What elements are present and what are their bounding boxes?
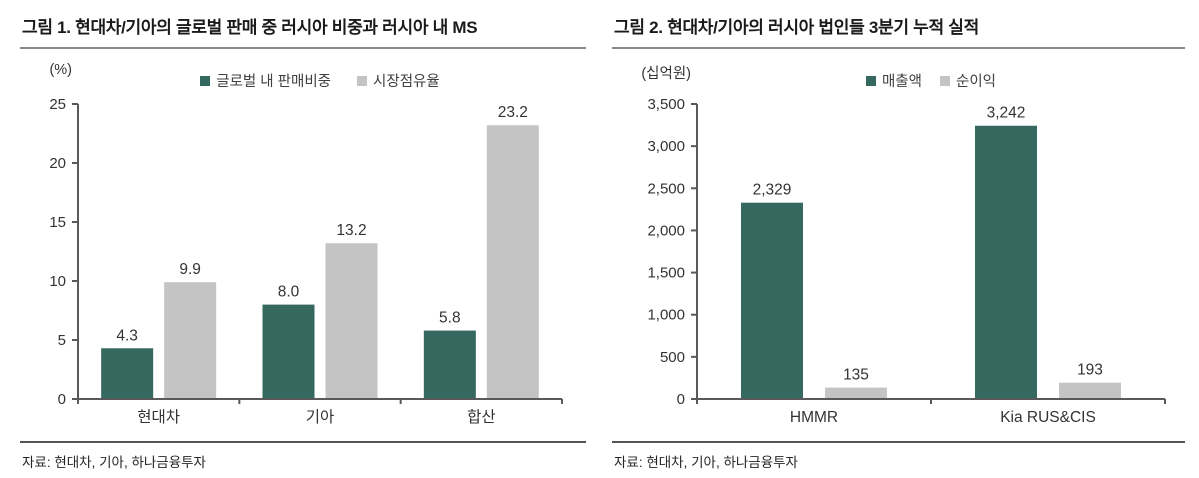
bar-시장점유율-합산 — [486, 125, 539, 400]
legend-item-sales-share: 글로벌 내 판매비중 — [200, 70, 331, 91]
y-tick-label: 0 — [677, 391, 685, 408]
y-tick-label: 3,500 — [647, 96, 685, 113]
legend-label: 매출액 — [881, 74, 922, 90]
value-label: 193 — [1077, 362, 1103, 379]
bar-글로벌 내 판매비중-현대차 — [101, 348, 154, 399]
bar-글로벌 내 판매비중-기아 — [262, 304, 315, 399]
y-tick-label: 25 — [49, 96, 66, 113]
category-label: 합산 — [467, 408, 496, 426]
figure1-footer: 자료: 현대차, 기아, 하나금융투자 — [20, 441, 586, 471]
legend-item-revenue: 매출액 — [865, 70, 922, 91]
bar-순이익-HMMR — [825, 387, 887, 399]
y-tick-label: 0 — [58, 391, 66, 408]
value-label: 13.2 — [336, 222, 366, 239]
legend-item-net-profit: 순이익 — [940, 70, 996, 91]
y-tick-label: 10 — [49, 273, 66, 290]
y-tick-label: 500 — [660, 349, 685, 366]
bar-매출액-Kia RUS&CIS — [975, 125, 1037, 399]
value-label: 8.0 — [278, 284, 300, 301]
bar-순이익-Kia RUS&CIS — [1059, 382, 1121, 399]
y-tick-label: 1,500 — [647, 265, 685, 282]
y-tick-label: 15 — [49, 214, 66, 231]
figure2-footer: 자료: 현대차, 기아, 하나금융투자 — [612, 441, 1185, 471]
y-tick-label: 1,000 — [647, 307, 685, 324]
value-label: 3,242 — [987, 105, 1026, 122]
legend-label: 순이익 — [956, 74, 997, 90]
category-label: 기아 — [306, 408, 335, 426]
figure2-panel: 그림 2. 현대차/기아의 러시아 법인들 3분기 누적 실적 (십억원) 매출… — [612, 8, 1185, 471]
figure1-chart: (%) 글로벌 내 판매비중 시장점유율 0 5 10 15 20 25 4.3 9.9 현대차… — [20, 49, 586, 433]
figure1-panel: 그림 1. 현대차/기아의 글로벌 판매 중 러시아 비중과 러시아 내 MS … — [20, 8, 586, 471]
legend-swatch-green — [865, 75, 876, 86]
value-label: 4.3 — [116, 327, 138, 344]
bar-글로벌 내 판매비중-합산 — [423, 330, 476, 399]
figure2-legend: 매출액 순이익 — [697, 70, 1165, 91]
y-tick-label: 2,500 — [647, 180, 685, 197]
value-label: 23.2 — [498, 104, 528, 121]
figure2-chart: (십억원) 매출액 순이익 0 500 1,000 1,500 2,000 2,500 3,… — [612, 49, 1185, 433]
y-tick-label: 5 — [58, 332, 66, 349]
category-label: 현대차 — [137, 408, 180, 426]
legend-swatch-green — [200, 75, 211, 86]
bar-시장점유율-현대차 — [164, 282, 217, 399]
figure1-unit-label: (%) — [49, 62, 72, 78]
figure1-legend: 글로벌 내 판매비중 시장점유율 — [78, 70, 562, 91]
source-note: 자료: 현대차, 기아, 하나금융투자 — [22, 455, 206, 470]
y-tick-label: 2,000 — [647, 222, 685, 239]
value-label: 5.8 — [439, 310, 461, 327]
legend-label: 시장점유율 — [373, 74, 440, 90]
y-tick-label: 3,000 — [647, 138, 685, 155]
legend-label: 글로벌 내 판매비중 — [216, 74, 332, 90]
value-label: 2,329 — [753, 182, 792, 199]
bar-시장점유율-기아 — [325, 243, 378, 399]
legend-swatch-gray — [357, 75, 368, 86]
source-note: 자료: 현대차, 기아, 하나금융투자 — [614, 455, 798, 470]
category-label: Kia RUS&CIS — [1000, 409, 1096, 426]
figure2-unit-label: (십억원) — [641, 66, 691, 82]
legend-item-market-share: 시장점유율 — [357, 70, 440, 91]
figure1-bar-chart: 0 5 10 15 20 25 4.3 9.9 현대차 8.0 13.2 기아 5.8 23.2 합산 — [49, 96, 563, 426]
value-label: 135 — [843, 367, 869, 384]
y-tick-label: 20 — [49, 155, 66, 172]
value-label: 9.9 — [179, 261, 201, 278]
figure2-bar-chart: 0 500 1,000 1,500 2,000 2,500 3,000 3,500 2,329 1… — [647, 96, 1166, 426]
category-label: HMMR — [790, 409, 838, 426]
figure1-title: 그림 1. 현대차/기아의 글로벌 판매 중 러시아 비중과 러시아 내 MS — [20, 8, 586, 49]
legend-swatch-gray — [940, 75, 950, 86]
bar-매출액-HMMR — [741, 202, 803, 399]
figure2-title: 그림 2. 현대차/기아의 러시아 법인들 3분기 누적 실적 — [612, 8, 1185, 49]
